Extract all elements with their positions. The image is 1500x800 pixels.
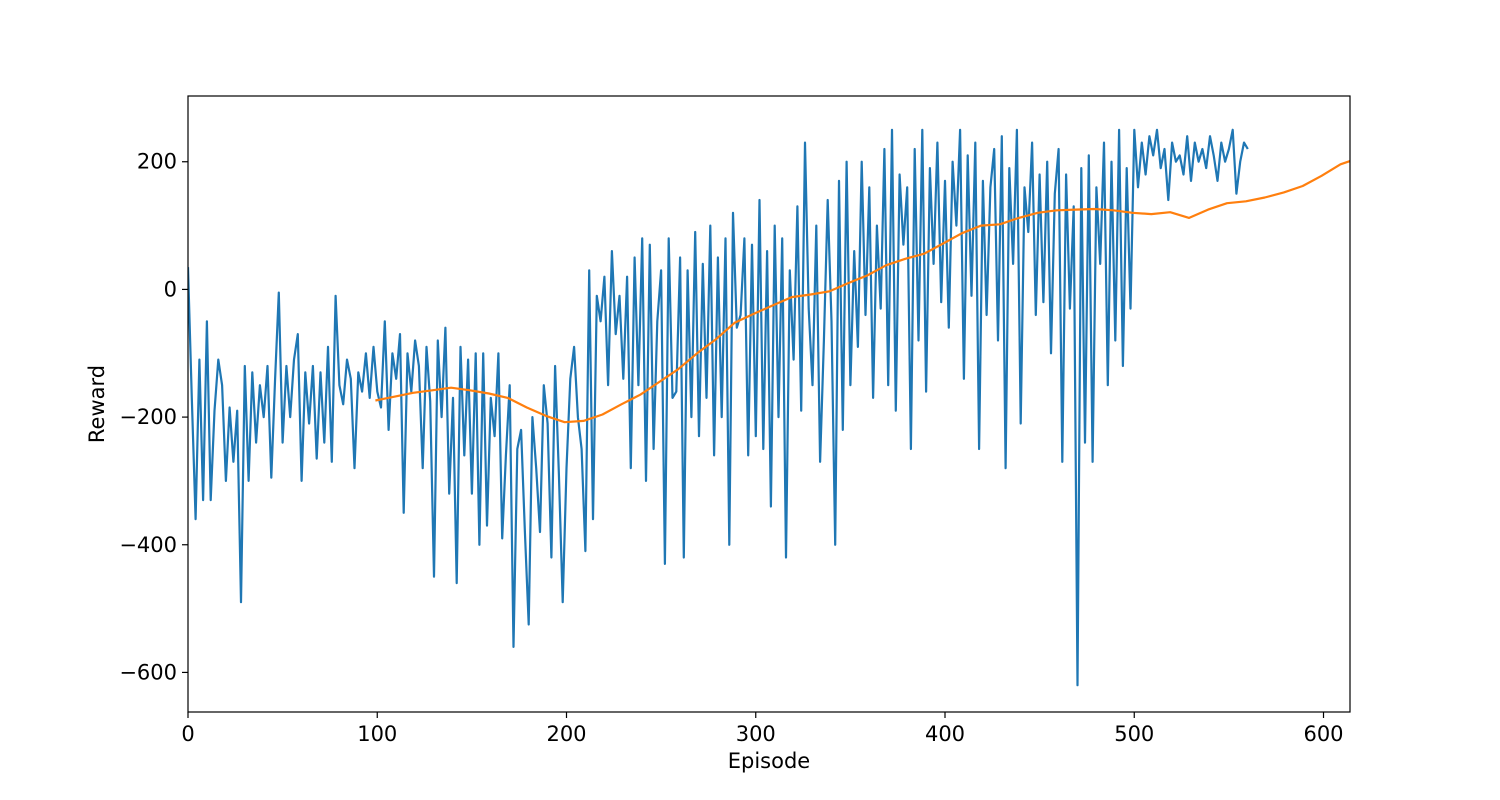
x-tick-label: 100 [357,722,397,746]
x-tick-label: 400 [925,722,965,746]
x-tick-label: 0 [181,722,194,746]
x-tick-label: 500 [1114,722,1154,746]
x-axis-label: Episode [728,749,810,773]
x-tick-label: 300 [736,722,776,746]
plot-frame [187,95,1351,713]
x-tick-label: 600 [1303,722,1343,746]
x-axis: 0 100 200 300 400 500 600 [181,712,1344,746]
y-tick-label: −200 [119,405,177,429]
moving-average-line [375,160,1350,424]
y-tick-label: −600 [119,660,177,684]
y-tick-label: 0 [164,277,177,301]
plot-area [188,128,1350,687]
y-axis-label: Reward [85,365,109,443]
x-tick-label: 200 [546,722,586,746]
y-tick-label: −400 [119,533,177,557]
reward-line [188,128,1249,687]
y-tick-label: 200 [137,150,177,174]
y-axis: 200 0 −200 −400 −600 [119,150,188,684]
